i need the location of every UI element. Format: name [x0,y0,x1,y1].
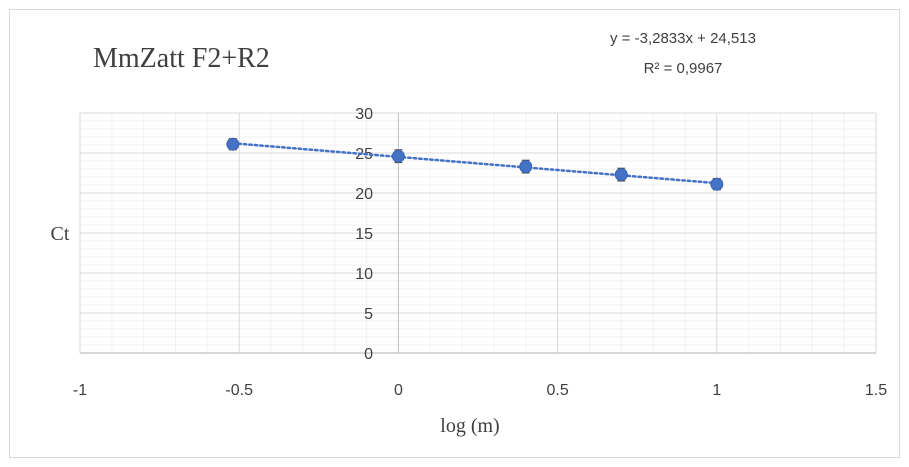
grid [79,112,877,354]
x-tick-label: 0.5 [546,382,568,399]
x-tick-label: 0 [394,382,403,399]
y-tick-label: 5 [364,306,373,323]
y-tick-label: 30 [355,106,373,123]
data-point [391,149,405,163]
y-tick-label: 0 [364,346,373,363]
trendline-r2: R² = 0,9967 [644,60,723,77]
y-tick-label: 10 [355,266,373,283]
data-point [614,168,628,182]
chart-title: MmZatt F2+R2 [93,43,270,74]
data-point [226,137,240,151]
y-axis-title: Ct [51,223,70,245]
x-axis-title: log (m) [440,415,499,437]
x-tick-label: -1 [73,382,87,399]
data-point [519,160,533,174]
data-point [710,177,724,191]
trendline-equation: y = -3,2833x + 24,513 [610,30,756,47]
data-points [226,137,724,191]
trendline-layer [231,141,719,185]
y-tick-label: 15 [355,226,373,243]
y-tick-label: 20 [355,186,373,203]
x-tick-label: 1.5 [865,382,887,399]
x-tick-label: -0.5 [225,382,253,399]
x-tick-label: 1 [712,382,721,399]
tick-labels: 051015202530-1-0.500.511.5 [73,106,887,399]
trendline [231,141,719,185]
